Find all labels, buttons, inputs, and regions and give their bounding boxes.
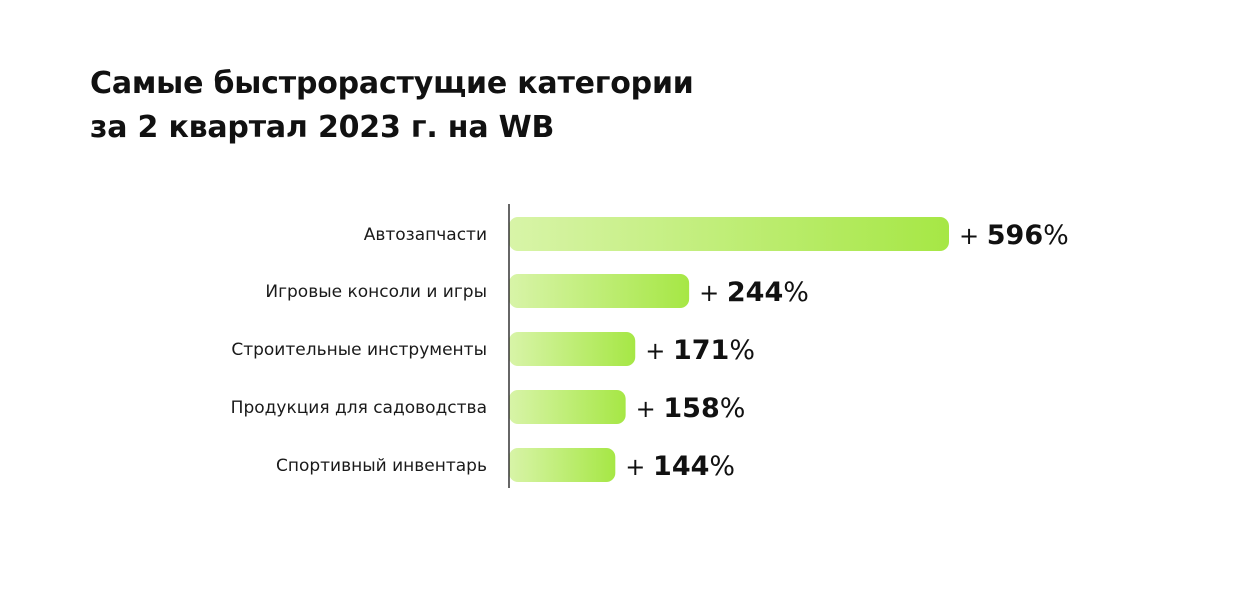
chart-title-line-2: за 2 квартал 2023 г. на WB [90, 110, 555, 145]
value-label-5: + 144% [625, 451, 735, 482]
category-label-3: Строительные инструменты [231, 340, 487, 360]
chart-title: Самые быстрорастущие категории за 2 квар… [90, 62, 694, 150]
value-labels-group: + 596% + 244% + 171% + 158% + 144% [625, 220, 1068, 482]
bars-group [509, 217, 949, 482]
category-label-1: Автозапчасти [364, 225, 487, 245]
category-label-4: Продукция для садоводства [231, 398, 487, 418]
bar-4 [509, 390, 626, 424]
category-label-5: Спортивный инвентарь [276, 456, 487, 476]
category-label-2: Игровые консоли и игры [265, 282, 487, 302]
value-label-1: + 596% [959, 220, 1069, 251]
chart-title-line-1: Самые быстрорастущие категории [90, 66, 694, 101]
value-label-2: + 244% [699, 277, 809, 308]
category-labels-group: Автозапчасти Игровые консоли и игры Строит… [231, 225, 487, 476]
bar-2 [509, 274, 690, 308]
bar-1 [509, 217, 949, 251]
bar-3 [509, 332, 636, 366]
bar-5 [509, 448, 616, 482]
value-label-4: + 158% [636, 393, 746, 424]
value-label-3: + 171% [645, 335, 755, 366]
